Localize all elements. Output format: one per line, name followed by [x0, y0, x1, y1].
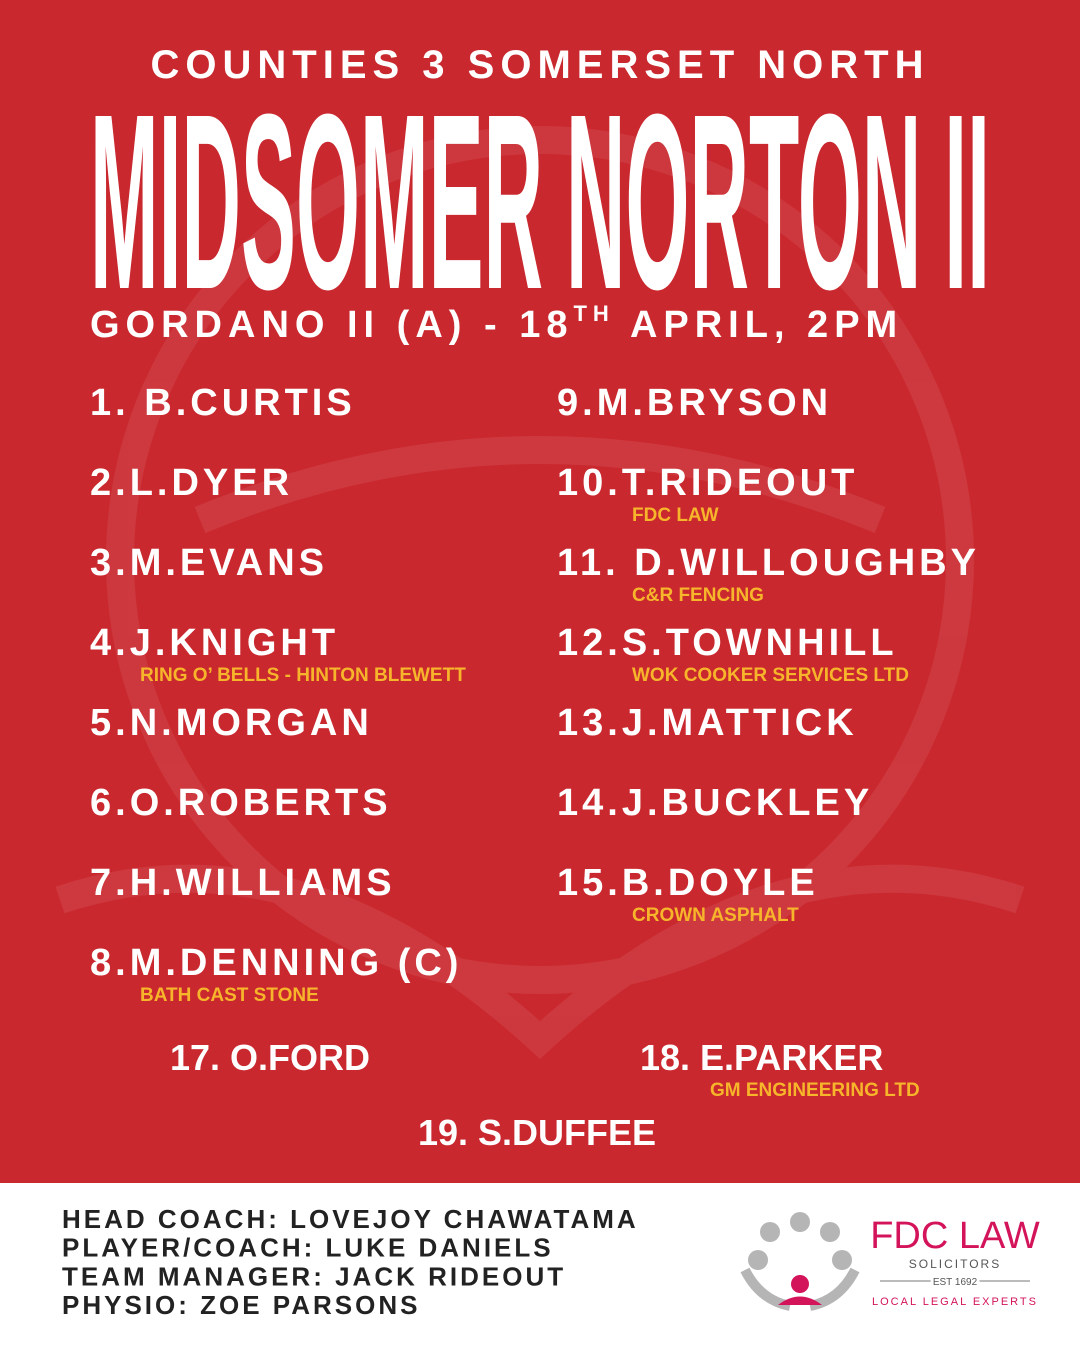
player-name: 14.J.BUCKLEY [557, 782, 873, 824]
logo-sub: SOLICITORS [909, 1257, 1001, 1271]
team-name: MIDSOMER NORTON II [90, 62, 990, 341]
staff-line: HEAD COACH: LOVEJOY CHAWATAMA [62, 1204, 639, 1234]
player-name: 3.M.EVANS [90, 542, 328, 584]
player-name: 13.J.MATTICK [557, 702, 858, 744]
player-name: 8.M.DENNING (C) [90, 942, 462, 984]
player-name: 5.N.MORGAN [90, 702, 373, 744]
replacement-name: 17. O.FORD [170, 1037, 370, 1078]
fixture-main: GORDANO II (A) - 18 [90, 304, 573, 346]
fixture-end: APRIL, 2PM [615, 304, 903, 346]
logo-est: EST 1692 [933, 1277, 978, 1288]
fixture-sup: TH [573, 301, 614, 326]
player-sponsor: FDC LAW [632, 505, 719, 526]
player-name: 9.M.BRYSON [557, 382, 832, 424]
logo-tagline: LOCAL LEGAL EXPERTS [872, 1296, 1038, 1308]
player-name: 15.B.DOYLE [557, 862, 819, 904]
league: COUNTIES 3 SOMERSET NORTH [151, 43, 930, 87]
player-name: 4.J.KNIGHT [90, 622, 339, 664]
player-sponsor: CROWN ASPHALT [632, 905, 799, 926]
sponsor-logo: FDC LAW SOLICITORS EST 1692 LOCAL LEGAL … [740, 1212, 1040, 1311]
players: 1. B.CURTIS 2.L.DYER 3.M.EVANS 4.J.KNIGHTRI… [90, 382, 980, 1153]
replacement-name: 19. S.DUFFEE [418, 1112, 656, 1153]
footer-band [0, 1183, 1080, 1350]
staff-line: PHYSIO: ZOE PARSONS [62, 1290, 420, 1320]
player-name: 11. D.WILLOUGHBY [557, 542, 980, 584]
replacement-name: 18. E.PARKER [640, 1037, 883, 1078]
player-name: 2.L.DYER [90, 462, 293, 504]
player-name: 10.T.RIDEOUT [557, 462, 858, 504]
player-sponsor: RING O’ BELLS - HINTON BLEWETT [140, 665, 466, 686]
fixture: GORDANO II (A) - 18TH APRIL, 2PM [90, 301, 903, 346]
staff: HEAD COACH: LOVEJOY CHAWATAMAPLAYER/COAC… [62, 1204, 639, 1320]
player-name: 7.H.WILLIAMS [90, 862, 396, 904]
replacement-sponsor: GM ENGINEERING LTD [710, 1080, 920, 1101]
crest-watermark [55, 126, 1025, 1059]
player-sponsor: BATH CAST STONE [140, 985, 319, 1006]
staff-line: PLAYER/COACH: LUKE DANIELS [62, 1233, 554, 1263]
background [0, 0, 1080, 1183]
staff-line: TEAM MANAGER: JACK RIDEOUT [62, 1261, 566, 1291]
player-name: 12.S.TOWNHILL [557, 622, 898, 664]
player-name: 6.O.ROBERTS [90, 782, 392, 824]
player-sponsor: C&R FENCING [632, 585, 764, 606]
player-sponsor: WOK COOKER SERVICES LTD [632, 665, 909, 686]
logo-name: FDC LAW [870, 1215, 1040, 1257]
player-name: 1. B.CURTIS [90, 382, 356, 424]
